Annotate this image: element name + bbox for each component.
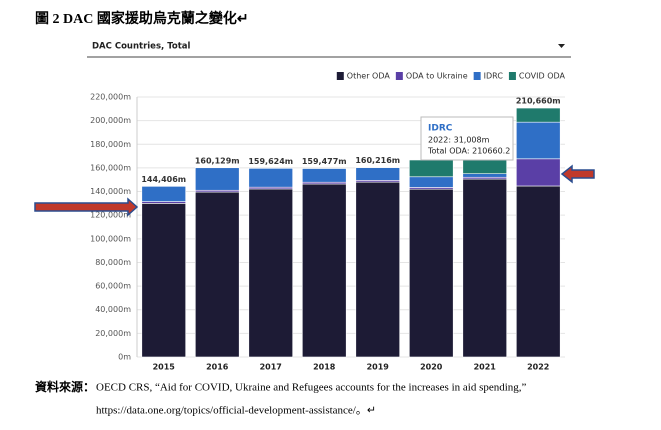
x-tick-label: 2020 <box>420 363 443 372</box>
arrow <box>560 164 595 184</box>
x-tick-label: 2015 <box>153 363 176 372</box>
bar-segment <box>302 183 347 358</box>
legend-label: IDRC <box>484 72 504 81</box>
x-tick-label: 2019 <box>367 363 390 372</box>
source-label: 資料來源： <box>35 379 95 394</box>
total-label: 159,477m <box>302 157 347 166</box>
bar-segment <box>409 176 454 188</box>
arrow <box>34 197 139 217</box>
bar-segment <box>409 188 454 358</box>
y-tick-label: 200,000m <box>90 116 131 125</box>
bar-segment <box>516 121 561 160</box>
x-tick-label: 2017 <box>260 363 282 372</box>
bar-segment <box>409 159 454 178</box>
bar-segment <box>516 158 561 187</box>
legend-label: ODA to Ukraine <box>406 72 468 81</box>
legend-swatch <box>508 72 516 80</box>
bar-segment <box>355 167 400 181</box>
bar-segment <box>302 168 347 183</box>
y-tick-label: 40,000m <box>95 305 131 314</box>
bar-segment <box>516 107 561 123</box>
legend-label: COVID ODA <box>519 72 566 81</box>
bar-segment <box>248 168 293 188</box>
y-tick-label: 0m <box>118 353 131 362</box>
x-tick-label: 2021 <box>474 363 497 372</box>
y-tick-label: 20,000m <box>95 329 131 338</box>
y-tick-label: 100,000m <box>90 234 131 243</box>
dropdown-caret <box>558 44 565 48</box>
legend-swatch <box>336 72 344 80</box>
tooltip-title: IDRC <box>428 124 453 134</box>
tooltip-line: Total ODA: 210660.2 <box>427 147 510 156</box>
bar-segment <box>195 191 240 358</box>
y-tick-label: 180,000m <box>90 140 131 149</box>
legend-swatch <box>395 72 403 80</box>
source-line: https://data.one.org/topics/official-dev… <box>96 405 376 417</box>
dropdown[interactable] <box>87 37 571 56</box>
bar-segment <box>141 186 186 202</box>
bar-segment <box>462 178 507 358</box>
dropdown-label: DAC Countries, Total <box>92 42 191 52</box>
bar-segment <box>462 173 507 178</box>
x-tick-label: 2018 <box>313 363 336 372</box>
bar-segment <box>248 188 293 358</box>
y-tick-label: 220,000m <box>90 93 131 102</box>
total-label: 210,660m <box>516 97 561 106</box>
source-line: OECD CRS, “Aid for COVID, Ukraine and Re… <box>96 382 527 394</box>
bar-segment <box>141 203 186 358</box>
y-tick-label: 160,000m <box>90 163 131 172</box>
bar-segment <box>462 159 507 174</box>
y-tick-label: 140,000m <box>90 187 131 196</box>
total-label: 159,624m <box>248 157 293 166</box>
y-tick-label: 80,000m <box>95 258 131 267</box>
legend-label: Other ODA <box>347 72 391 81</box>
x-tick-label: 2022 <box>527 363 549 372</box>
tooltip <box>420 116 514 161</box>
total-label: 160,216m <box>355 156 400 165</box>
bar-segment <box>355 181 400 358</box>
total-label: 144,406m <box>141 175 186 184</box>
legend-swatch <box>473 72 481 80</box>
y-tick-label: 120,000m <box>90 211 131 220</box>
x-tick-label: 2016 <box>206 363 229 372</box>
total-label: 160,129m <box>195 156 240 165</box>
bar-segment <box>195 167 240 191</box>
caption: 圖 2 DAC 國家援助烏克蘭之變化↵ <box>35 10 249 27</box>
bar-segment <box>516 185 561 358</box>
y-tick-label: 60,000m <box>95 282 131 291</box>
tooltip-line: 2022: 31,008m <box>428 136 490 145</box>
